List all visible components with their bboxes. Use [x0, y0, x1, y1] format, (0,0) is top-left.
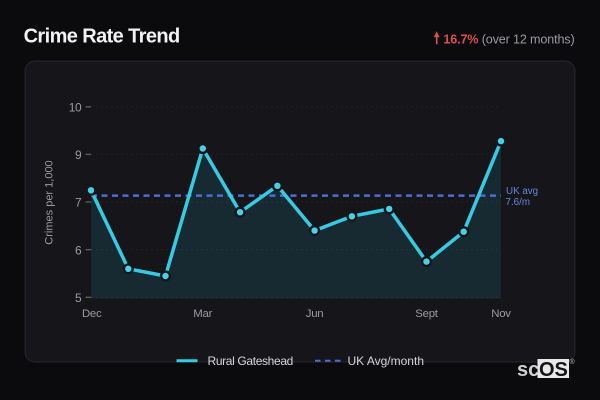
svg-text:Crime Rate Trend: Crime Rate Trend [24, 26, 180, 48]
svg-text:Nov: Nov [491, 308, 511, 320]
svg-text:7: 7 [75, 196, 82, 210]
svg-text:sc: sc [517, 359, 539, 381]
svg-text:OS: OS [539, 359, 568, 381]
svg-text:6: 6 [75, 243, 82, 257]
svg-text:UK avg: UK avg [506, 186, 538, 197]
svg-text:Jun: Jun [306, 308, 324, 320]
svg-text:®: ® [570, 358, 576, 366]
svg-text:Dec: Dec [82, 308, 102, 320]
svg-text:Crimes per 1,000: Crimes per 1,000 [43, 160, 55, 244]
svg-text:16.7% (over 12 months): 16.7% (over 12 months) [443, 33, 574, 47]
svg-text:5: 5 [75, 291, 82, 305]
svg-text:7.6/m: 7.6/m [506, 197, 531, 208]
svg-text:10: 10 [69, 101, 82, 115]
svg-text:Mar: Mar [193, 308, 212, 320]
svg-text:Rural Gateshead: Rural Gateshead [208, 354, 293, 368]
svg-text:UK Avg/month: UK Avg/month [348, 354, 425, 368]
svg-text:Sept: Sept [415, 308, 439, 320]
svg-text:9: 9 [75, 148, 82, 162]
